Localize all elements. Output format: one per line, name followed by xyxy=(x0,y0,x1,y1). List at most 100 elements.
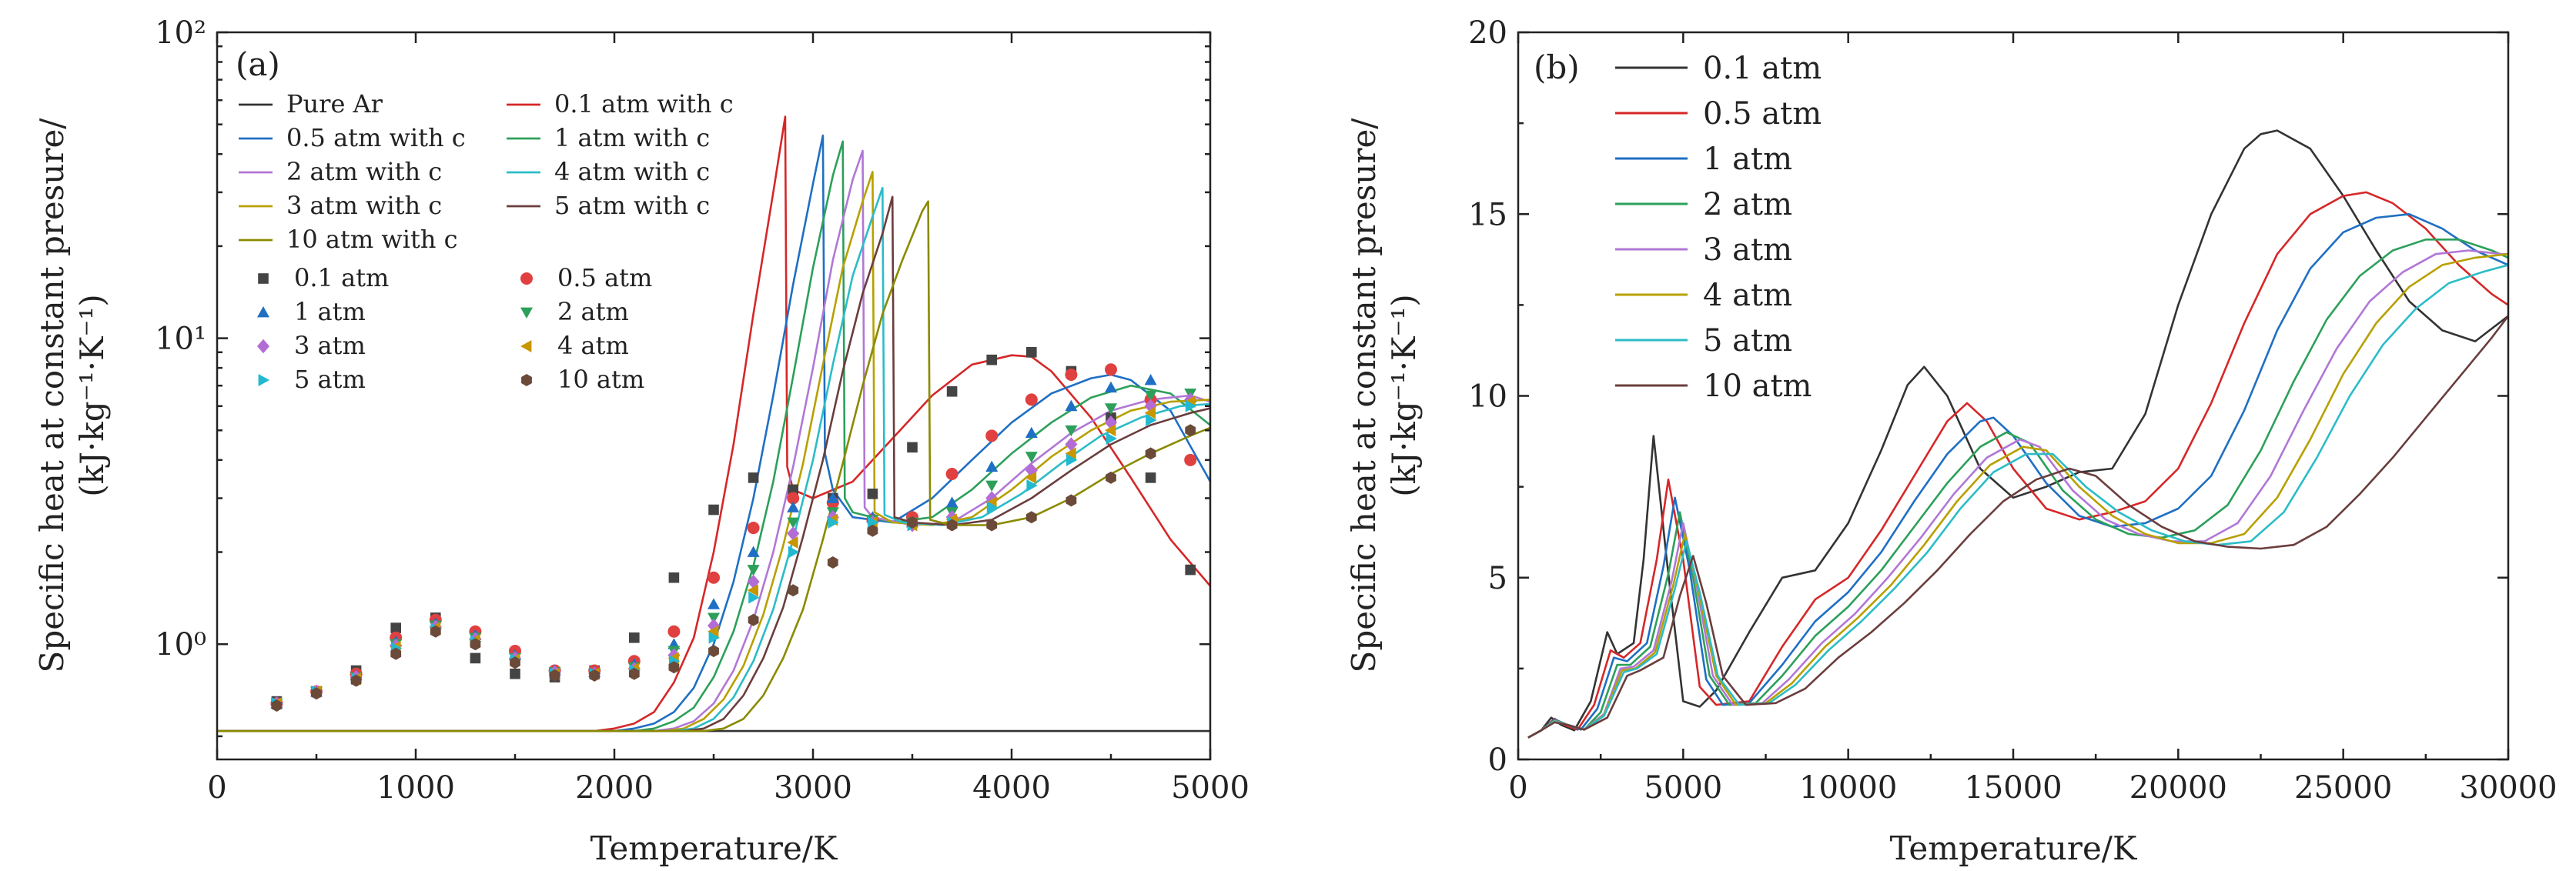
x-tick-label: 25000 xyxy=(2294,770,2392,806)
data-point xyxy=(1185,399,1197,412)
data-point xyxy=(390,622,401,633)
data-point xyxy=(747,574,760,589)
data-point xyxy=(945,468,958,481)
legend-label: 5 atm with c xyxy=(554,191,710,220)
data-point xyxy=(1066,453,1078,466)
legend-entry-0-5-atm: 0.5 atm xyxy=(520,263,652,292)
y-tick-label: 10¹ xyxy=(155,322,206,357)
series-line-0-5-atm-with-c xyxy=(217,134,1210,733)
data-point xyxy=(470,652,481,664)
legend-entry-1-atm: 1 atm xyxy=(257,297,366,326)
x-tick-label: 30000 xyxy=(2459,770,2557,806)
legend-entry-1-atm: 1 atm xyxy=(1615,142,1792,177)
data-point xyxy=(1105,363,1117,376)
data-point xyxy=(1185,564,1196,576)
data-point xyxy=(1145,447,1156,460)
panel-a-markers xyxy=(270,346,1197,712)
legend-entry-3-atm: 3 atm xyxy=(1615,232,1792,268)
legend-swatch xyxy=(521,374,532,386)
legend-entry-0-5-atm: 0.5 atm xyxy=(1615,96,1822,132)
data-point xyxy=(788,484,798,496)
data-point xyxy=(867,489,878,499)
data-point xyxy=(946,385,958,397)
data-point xyxy=(748,591,760,604)
data-point xyxy=(1146,414,1157,427)
panel-a-x-axis-label: Temperature/K xyxy=(590,829,838,867)
legend-label: 0.5 atm xyxy=(557,263,652,292)
panel-b-y-axis-label-line2: (kJ·kg⁻¹·K⁻¹) xyxy=(1385,294,1423,496)
data-point xyxy=(1065,368,1078,381)
legend-entry-5-atm-with-c: 5 atm with c xyxy=(507,191,710,220)
legend-swatch xyxy=(257,339,269,354)
data-point xyxy=(1065,447,1076,460)
data-point xyxy=(1185,424,1196,437)
legend-label: 3 atm xyxy=(294,331,366,360)
data-point xyxy=(1144,390,1157,402)
y-tick-label: 10² xyxy=(155,15,206,51)
data-point xyxy=(1025,463,1038,478)
data-point xyxy=(510,656,520,669)
legend-entry-5-atm: 5 atm xyxy=(1615,323,1792,359)
legend-swatch xyxy=(520,307,533,319)
x-tick-label: 10000 xyxy=(1799,770,1897,806)
data-point xyxy=(747,546,760,557)
data-point xyxy=(549,669,560,682)
series-10-atm-markers xyxy=(271,424,1196,712)
legend-entry-4-atm-with-c: 4 atm with c xyxy=(507,157,710,186)
panel-a-legend: Pure Ar 0.5 atm with c 2 atm with c 3 atm w… xyxy=(239,89,734,394)
legend-label: 1 atm xyxy=(1703,142,1792,177)
legend-entry-5-atm: 5 atm xyxy=(258,365,366,394)
data-point xyxy=(708,645,719,658)
legend-label: 3 atm xyxy=(1703,232,1792,268)
legend-swatch xyxy=(258,273,269,284)
data-point xyxy=(708,612,720,624)
panel-a: 0 1000 2000 3000 4000 5000 10⁰ 10¹ 10² (a) Tempe… xyxy=(33,15,1250,867)
legend-label: Pure Ar xyxy=(286,89,383,118)
series-line-10-atm xyxy=(1527,315,2508,739)
series-line-4-atm xyxy=(1527,252,2508,739)
data-point xyxy=(907,516,918,529)
panel-b-x-axis-label: Temperature/K xyxy=(1890,829,2138,867)
data-point xyxy=(747,565,760,576)
data-point xyxy=(1105,424,1116,437)
x-tick-label: 5000 xyxy=(1171,770,1250,806)
legend-swatch xyxy=(520,340,532,352)
data-point xyxy=(390,647,402,660)
data-point xyxy=(708,625,719,638)
legend-label: 2 atm xyxy=(557,297,629,326)
data-point xyxy=(1066,494,1077,507)
legend-entry-pure-ar: Pure Ar xyxy=(239,89,383,118)
legend-entry-1-atm-with-c: 1 atm with c xyxy=(507,123,710,152)
data-point xyxy=(1065,425,1078,437)
data-point xyxy=(628,667,640,680)
legend-label: 10 atm with c xyxy=(286,225,458,254)
data-point xyxy=(986,354,997,365)
data-point xyxy=(668,661,680,674)
legend-label: 10 atm xyxy=(1703,369,1812,404)
legend-entry-0-1-atm-with-c: 0.1 atm with c xyxy=(507,89,734,118)
data-point xyxy=(788,584,799,597)
legend-entry-0-1-atm: 0.1 atm xyxy=(1615,51,1822,86)
legend-label: 2 atm xyxy=(1703,187,1792,222)
data-point xyxy=(907,442,918,453)
data-point xyxy=(787,517,800,529)
data-point xyxy=(787,501,800,512)
x-tick-label: 5000 xyxy=(1644,770,1722,806)
x-tick-label: 4000 xyxy=(972,770,1051,806)
data-point xyxy=(748,472,759,483)
data-point xyxy=(589,669,601,682)
data-point xyxy=(1145,472,1156,483)
legend-entry-0-1-atm: 0.1 atm xyxy=(258,263,389,292)
data-point xyxy=(787,492,800,505)
series-line-2-atm xyxy=(1527,239,2508,739)
data-point xyxy=(667,625,681,638)
series-1-atm-markers xyxy=(270,373,1197,709)
data-point xyxy=(985,460,999,472)
data-point xyxy=(1065,437,1078,452)
data-point xyxy=(828,516,839,529)
data-point xyxy=(271,699,283,712)
data-point xyxy=(1026,479,1038,492)
series-line-1-atm xyxy=(1527,213,2508,739)
data-point xyxy=(708,598,720,609)
series-line-2-atm-with-c xyxy=(217,149,1210,733)
